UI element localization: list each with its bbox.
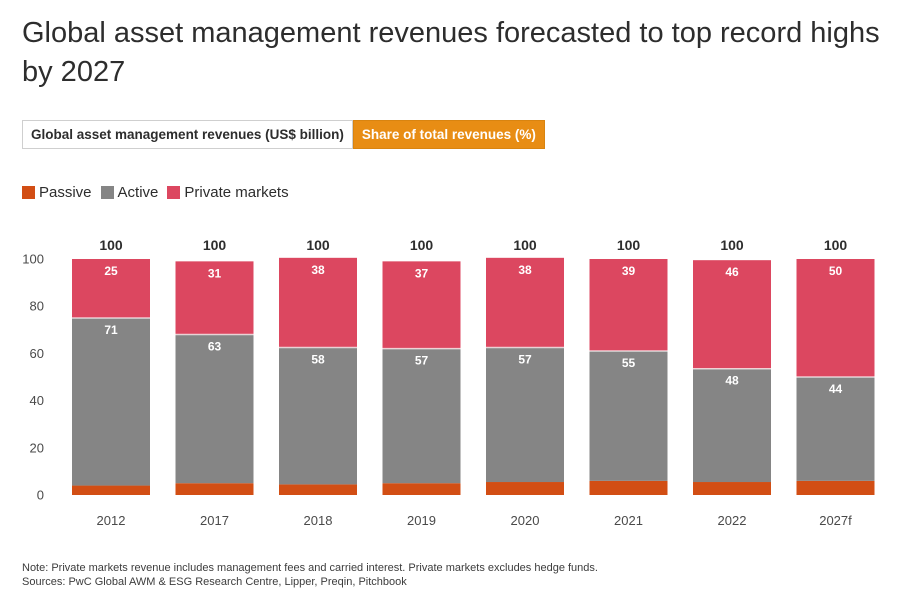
bar-segment-active	[796, 377, 875, 481]
bar-segment-private-markets	[486, 257, 564, 348]
bar-segment-passive	[486, 482, 564, 495]
y-tick-label: 100	[22, 252, 44, 267]
bar-segment-passive	[72, 485, 150, 495]
y-tick-label: 0	[37, 488, 44, 503]
data-label-active: 48	[725, 374, 739, 388]
data-label-active: 71	[104, 323, 118, 337]
tab-share-of-revenues[interactable]: Share of total revenues (%)	[352, 120, 545, 149]
bar-segment-active	[486, 347, 564, 483]
bar-segment-passive	[693, 482, 771, 495]
data-label-private-markets: 37	[415, 266, 429, 280]
bar-segment-active	[693, 368, 771, 483]
view-tabs: Global asset management revenues (US$ bi…	[22, 120, 545, 149]
x-tick-label: 2022	[718, 513, 747, 528]
x-tick-label: 2027f	[819, 513, 852, 528]
footnote: Note: Private markets revenue includes m…	[22, 562, 598, 574]
data-label-private-markets: 46	[725, 265, 739, 279]
y-tick-label: 20	[30, 440, 44, 455]
data-label-active: 58	[311, 353, 325, 367]
data-label-active: 44	[829, 382, 843, 396]
legend-label-active: Active	[117, 184, 159, 201]
data-label-active: 55	[622, 356, 636, 370]
data-label-private-markets: 31	[208, 266, 222, 280]
bar-segment-passive	[175, 483, 254, 495]
total-label: 100	[203, 237, 227, 253]
chart-legend: Passive Active Private markets	[22, 184, 298, 201]
y-tick-label: 40	[30, 393, 44, 408]
legend-swatch-active	[100, 186, 114, 199]
data-label-active: 57	[518, 353, 532, 367]
bar-segment-passive	[279, 484, 357, 495]
y-tick-label: 80	[30, 299, 44, 314]
x-tick-label: 2019	[407, 513, 436, 528]
total-label: 100	[306, 237, 330, 253]
data-label-private-markets: 50	[829, 264, 843, 278]
legend-item-passive[interactable]: Passive	[22, 184, 92, 201]
stacked-bar-chart: 0 20 40 60 80 100 71 25 100 2012 63 31 100 2017 58 38 10…	[22, 237, 875, 528]
data-label-private-markets: 38	[518, 263, 532, 277]
total-label: 100	[513, 237, 537, 253]
legend-label-passive: Passive	[39, 184, 92, 201]
bar-segment-private-markets	[382, 261, 461, 349]
data-label-private-markets: 38	[311, 263, 325, 277]
legend-item-active[interactable]: Active	[100, 184, 159, 201]
data-label-private-markets: 39	[622, 264, 636, 278]
chart-title: Global asset management revenues forecas…	[22, 17, 880, 88]
legend-label-private-markets: Private markets	[184, 184, 289, 201]
total-label: 100	[720, 237, 744, 253]
x-tick-label: 2017	[200, 513, 229, 528]
bar-segment-passive	[382, 483, 461, 495]
x-tick-label: 2020	[511, 513, 540, 528]
bar-segment-private-markets	[796, 259, 875, 377]
bar-segment-active	[589, 351, 668, 481]
tab-revenues-usd[interactable]: Global asset management revenues (US$ bi…	[22, 120, 353, 149]
total-label: 100	[824, 237, 848, 253]
bar-segment-active	[72, 318, 150, 486]
bar-segment-private-markets	[175, 261, 254, 335]
bar-segment-private-markets	[589, 259, 668, 352]
x-tick-label: 2018	[304, 513, 333, 528]
bar-segment-active	[175, 334, 254, 484]
bar-segment-private-markets	[72, 259, 150, 318]
legend-item-private-markets[interactable]: Private markets	[167, 184, 289, 201]
bar-segment-active	[279, 347, 357, 485]
bar-segment-active	[382, 348, 461, 484]
total-label: 100	[617, 237, 641, 253]
chart-notes: Note: Private markets revenue includes m…	[22, 561, 598, 589]
total-label: 100	[410, 237, 434, 253]
x-tick-label: 2012	[97, 513, 126, 528]
y-tick-label: 60	[30, 346, 44, 361]
data-label-active: 57	[415, 354, 429, 368]
data-label-private-markets: 25	[104, 264, 118, 278]
bar-segment-passive	[589, 480, 668, 495]
bar-segment-private-markets	[279, 257, 357, 348]
data-label-active: 63	[208, 340, 222, 354]
bar-segment-passive	[796, 480, 875, 495]
legend-swatch-passive	[22, 186, 35, 199]
legend-swatch-private-markets	[167, 186, 181, 199]
sources: Sources: PwC Global AWM & ESG Research C…	[22, 576, 407, 588]
bar-segment-private-markets	[693, 260, 771, 369]
x-tick-label: 2021	[614, 513, 643, 528]
total-label: 100	[99, 237, 123, 253]
